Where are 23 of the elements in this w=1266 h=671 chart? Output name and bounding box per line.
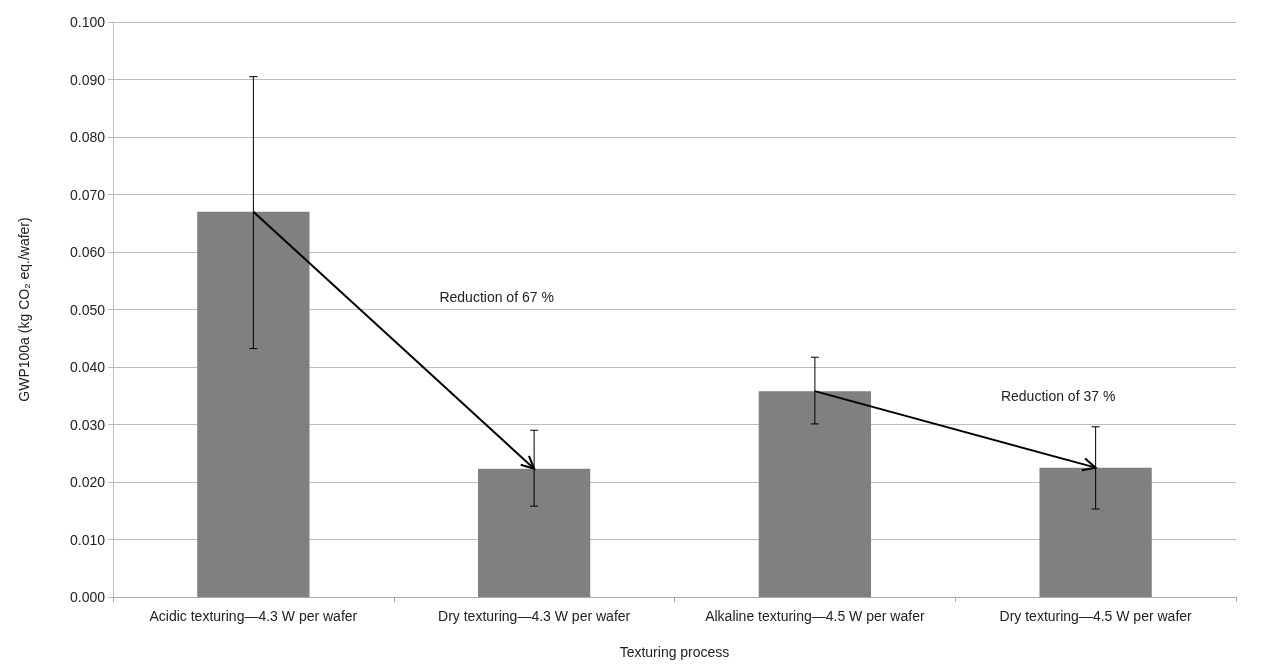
- x-tick-label: Alkaline texturing—4.5 W per wafer: [705, 608, 925, 624]
- y-tick-label: 0.020: [69, 474, 106, 490]
- y-tick-label: 0.070: [69, 186, 106, 203]
- bar: [1039, 467, 1152, 597]
- y-tick-label: 0.100: [69, 14, 106, 30]
- y-tick-label: 0.060: [69, 244, 106, 260]
- y-tick-label: 0.010: [69, 531, 106, 548]
- y-tick-label: 0.050: [69, 301, 106, 318]
- x-tick-label: Acidic texturing—4.3 W per wafer: [149, 608, 358, 624]
- y-tick-label: 0.000: [69, 589, 106, 605]
- y-tick-label: 0.030: [69, 416, 106, 433]
- bar: [477, 468, 591, 597]
- annotation: Reduction of 37 %: [1000, 387, 1116, 404]
- y-tick-label: 0.090: [69, 71, 106, 88]
- bar: [758, 391, 872, 597]
- annotation: Reduction of 67 %: [439, 289, 554, 306]
- x-axis-title: Texturing process: [619, 644, 730, 660]
- y-axis-title: GWP100a (kg CO₂ eq./wafer): [16, 217, 32, 402]
- y-tick-label: 0.040: [69, 359, 106, 375]
- bar: [197, 211, 310, 597]
- x-tick-label: Dry texturing—4.3 W per wafer: [438, 608, 631, 624]
- y-tick-label: 0.080: [69, 129, 106, 145]
- x-tick-label: Dry texturing—4.5 W per wafer: [999, 608, 1193, 624]
